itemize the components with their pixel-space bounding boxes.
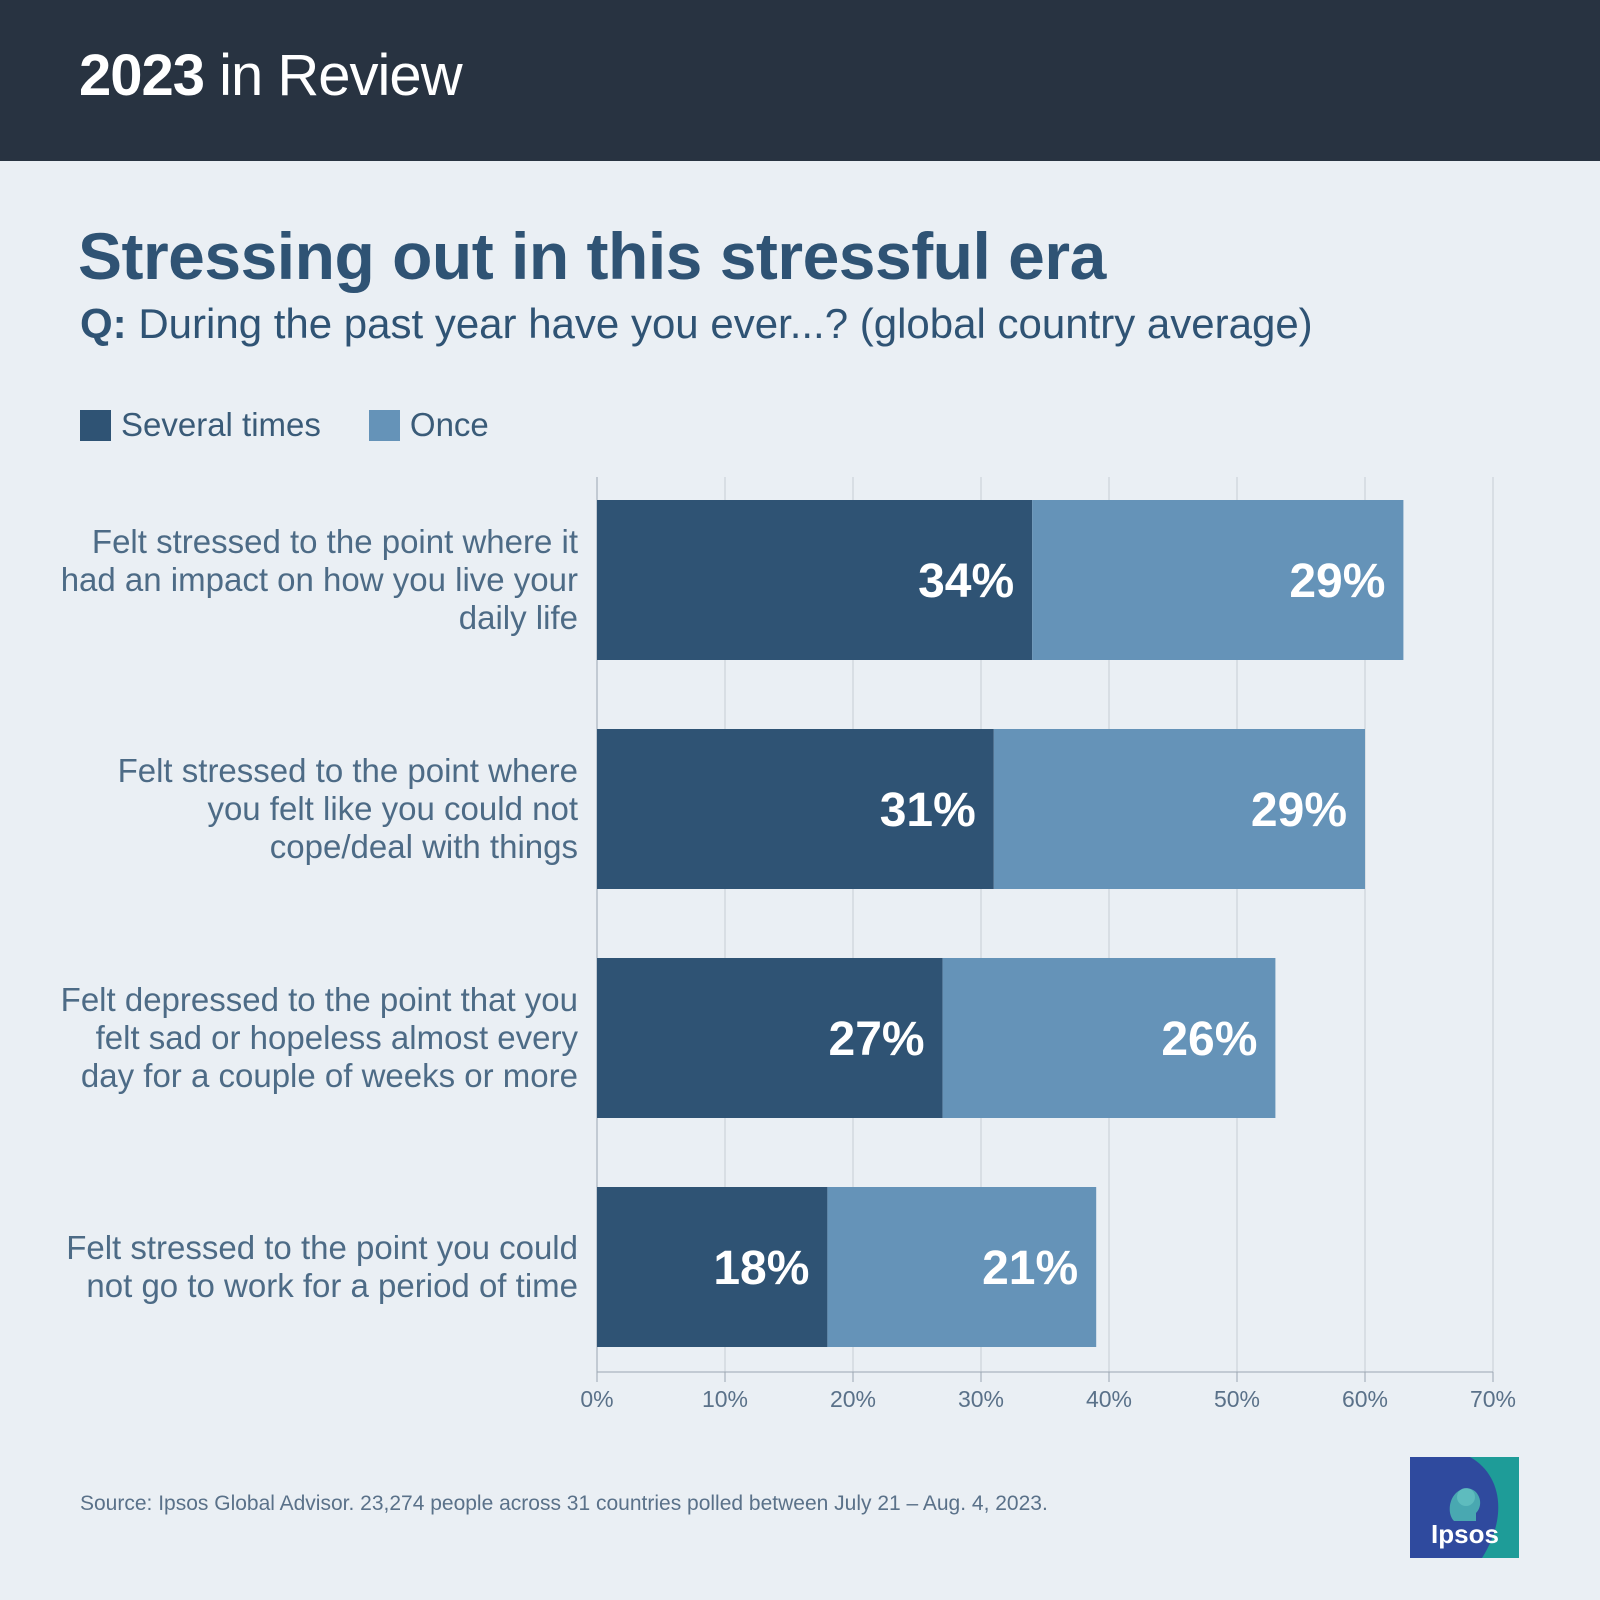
bar-several-times <box>597 958 943 1118</box>
bar-value-label: 34% <box>918 555 1014 608</box>
bar-value-label: 29% <box>1289 555 1385 608</box>
x-tick-label: 30% <box>958 1386 1004 1412</box>
bar-value-label: 26% <box>1161 1013 1257 1066</box>
category-label: Felt stressed to the point where it had … <box>60 523 578 636</box>
bar-once <box>827 1187 1097 1347</box>
bar-once <box>993 729 1365 889</box>
source-note: Source: Ipsos Global Advisor. 23,274 peo… <box>80 1492 1048 1515</box>
ipsos-logo: Ipsos <box>1410 1457 1519 1558</box>
question: Q: During the past year have you ever...… <box>80 300 1313 348</box>
x-tick-label: 20% <box>830 1386 876 1412</box>
x-tick-label: 50% <box>1214 1386 1260 1412</box>
category-label: Felt stressed to the point where you fel… <box>117 752 578 865</box>
legend-label-several: Several times <box>121 406 321 443</box>
legend-swatch-several <box>80 409 111 441</box>
legend-item-several: Several times <box>80 406 321 444</box>
bar-several-times <box>597 1187 828 1347</box>
header-rest: in Review <box>204 43 462 108</box>
header-year: 2023 <box>79 43 205 108</box>
bar-once <box>1032 500 1404 660</box>
bar-value-label: 29% <box>1251 784 1347 837</box>
ipsos-head-icon <box>1449 1488 1481 1521</box>
x-tick-label: 60% <box>1342 1386 1388 1412</box>
chart-title: Stressing out in this stressful era <box>78 219 1106 293</box>
bar-several-times <box>597 500 1033 660</box>
x-tick-label: 10% <box>702 1386 748 1412</box>
bar-value-label: 31% <box>880 784 976 837</box>
logo-text: Ipsos <box>1431 1519 1499 1549</box>
x-tick-label: 40% <box>1086 1386 1132 1412</box>
bar-several-times <box>597 729 994 889</box>
bar-once <box>942 958 1276 1118</box>
x-tick-label: 0% <box>580 1386 613 1412</box>
category-label: Felt depressed to the point that you fel… <box>60 981 578 1094</box>
question-text: During the past year have you ever...? (… <box>126 300 1313 347</box>
legend-swatch-once <box>368 409 400 441</box>
question-prefix: Q: <box>80 300 127 347</box>
legend: Several times Once <box>80 405 537 445</box>
header-title: 2023 in Review <box>79 42 463 109</box>
x-tick-label: 70% <box>1470 1386 1516 1412</box>
header-bar: 2023 in Review <box>0 0 1600 161</box>
legend-item-once: Once <box>368 406 489 444</box>
chart-area: 0% 10% 20% 30% 40% 50% 60% 70% 34% 29% 31% 29% 27% 26… <box>580 477 1516 1412</box>
bar-value-label: 18% <box>713 1242 809 1295</box>
bar-value-label: 21% <box>982 1242 1078 1295</box>
category-label: Felt stressed to the point you could not… <box>66 1229 578 1304</box>
legend-label-once: Once <box>409 406 489 443</box>
bar-value-label: 27% <box>829 1013 925 1066</box>
